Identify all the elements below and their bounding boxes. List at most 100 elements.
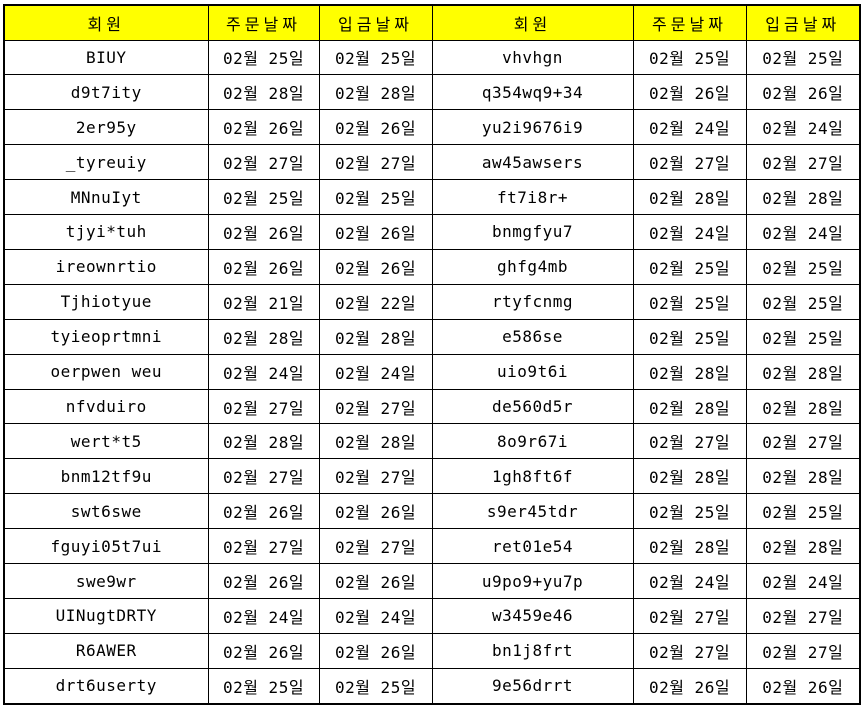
deposit-date-cell[interactable]: 02월 25일 (745, 39, 861, 76)
member-cell[interactable]: 1gh8ft6f (431, 458, 634, 495)
member-cell[interactable]: MNnuIyt (3, 179, 209, 216)
deposit-date-cell[interactable]: 02월 28일 (745, 458, 861, 495)
order-date-cell[interactable]: 02월 28일 (207, 74, 320, 111)
order-date-cell[interactable]: 02월 26일 (632, 667, 747, 705)
deposit-date-cell[interactable]: 02월 26일 (318, 632, 433, 669)
order-date-cell[interactable]: 02월 26일 (207, 563, 320, 599)
member-cell[interactable]: ret01e54 (431, 528, 634, 565)
member-cell[interactable]: bn1j8frt (431, 632, 634, 669)
header-member-left[interactable]: 회원 (3, 4, 209, 41)
deposit-date-cell[interactable]: 02월 25일 (318, 667, 433, 705)
member-cell[interactable]: BIUY (3, 39, 209, 76)
deposit-date-cell[interactable]: 02월 26일 (745, 74, 861, 111)
deposit-date-cell[interactable]: 02월 26일 (318, 493, 433, 530)
order-date-cell[interactable]: 02월 28일 (207, 318, 320, 355)
member-cell[interactable]: u9po9+yu7p (431, 563, 634, 599)
deposit-date-cell[interactable]: 02월 28일 (318, 74, 433, 111)
order-date-cell[interactable]: 02월 27일 (632, 144, 747, 181)
deposit-date-cell[interactable]: 02월 28일 (745, 388, 861, 425)
order-date-cell[interactable]: 02월 25일 (207, 667, 320, 705)
member-cell[interactable]: ghfg4mb (431, 248, 634, 285)
deposit-date-cell[interactable]: 02월 26일 (745, 667, 861, 705)
member-cell[interactable]: d9t7ity (3, 74, 209, 111)
member-cell[interactable]: wert*t5 (3, 423, 209, 460)
deposit-date-cell[interactable]: 02월 27일 (745, 423, 861, 460)
order-date-cell[interactable]: 02월 26일 (207, 632, 320, 669)
member-cell[interactable]: bnm12tf9u (3, 458, 209, 495)
member-cell[interactable]: s9er45tdr (431, 493, 634, 530)
member-cell[interactable]: fguyi05t7ui (3, 528, 209, 565)
member-cell[interactable]: 2er95y (3, 109, 209, 146)
header-order-date-left[interactable]: 주문날짜 (207, 4, 320, 41)
deposit-date-cell[interactable]: 02월 28일 (745, 353, 861, 390)
deposit-date-cell[interactable]: 02월 27일 (745, 598, 861, 634)
order-date-cell[interactable]: 02월 26일 (632, 74, 747, 111)
deposit-date-cell[interactable]: 02월 22일 (318, 283, 433, 320)
order-date-cell[interactable]: 02월 28일 (632, 179, 747, 216)
header-member-right[interactable]: 회원 (431, 4, 634, 41)
order-date-cell[interactable]: 02월 27일 (632, 423, 747, 460)
order-date-cell[interactable]: 02월 25일 (632, 283, 747, 320)
order-date-cell[interactable]: 02월 24일 (632, 109, 747, 146)
deposit-date-cell[interactable]: 02월 26일 (318, 563, 433, 599)
header-deposit-date-right[interactable]: 입금날짜 (745, 4, 861, 41)
member-cell[interactable]: nfvduiro (3, 388, 209, 425)
member-cell[interactable]: _tyreuiy (3, 144, 209, 181)
order-date-cell[interactable]: 02월 24일 (207, 353, 320, 390)
order-date-cell[interactable]: 02월 21일 (207, 283, 320, 320)
deposit-date-cell[interactable]: 02월 26일 (318, 214, 433, 250)
member-cell[interactable]: oerpwen weu (3, 353, 209, 390)
deposit-date-cell[interactable]: 02월 24일 (745, 563, 861, 599)
order-date-cell[interactable]: 02월 25일 (632, 493, 747, 530)
member-cell[interactable]: ireownrtio (3, 248, 209, 285)
member-cell[interactable]: rtyfcnmg (431, 283, 634, 320)
member-cell[interactable]: vhvhgn (431, 39, 634, 76)
deposit-date-cell[interactable]: 02월 27일 (318, 144, 433, 181)
order-date-cell[interactable]: 02월 24일 (632, 563, 747, 599)
order-date-cell[interactable]: 02월 27일 (207, 528, 320, 565)
order-date-cell[interactable]: 02월 24일 (632, 214, 747, 250)
member-cell[interactable]: UINugtDRTY (3, 598, 209, 634)
order-date-cell[interactable]: 02월 26일 (207, 248, 320, 285)
deposit-date-cell[interactable]: 02월 26일 (318, 248, 433, 285)
deposit-date-cell[interactable]: 02월 25일 (745, 248, 861, 285)
order-date-cell[interactable]: 02월 26일 (207, 214, 320, 250)
member-cell[interactable]: ft7i8r+ (431, 179, 634, 216)
order-date-cell[interactable]: 02월 25일 (207, 39, 320, 76)
order-date-cell[interactable]: 02월 24일 (207, 598, 320, 634)
deposit-date-cell[interactable]: 02월 24일 (318, 353, 433, 390)
deposit-date-cell[interactable]: 02월 24일 (745, 214, 861, 250)
order-date-cell[interactable]: 02월 28일 (207, 423, 320, 460)
order-date-cell[interactable]: 02월 27일 (632, 632, 747, 669)
order-date-cell[interactable]: 02월 26일 (207, 493, 320, 530)
order-date-cell[interactable]: 02월 27일 (207, 144, 320, 181)
deposit-date-cell[interactable]: 02월 27일 (318, 528, 433, 565)
deposit-date-cell[interactable]: 02월 25일 (318, 39, 433, 76)
order-date-cell[interactable]: 02월 27일 (207, 388, 320, 425)
deposit-date-cell[interactable]: 02월 27일 (318, 388, 433, 425)
member-cell[interactable]: Tjhiotyue (3, 283, 209, 320)
member-cell[interactable]: swe9wr (3, 563, 209, 599)
member-cell[interactable]: R6AWER (3, 632, 209, 669)
member-cell[interactable]: e586se (431, 318, 634, 355)
deposit-date-cell[interactable]: 02월 25일 (745, 318, 861, 355)
order-date-cell[interactable]: 02월 25일 (632, 248, 747, 285)
header-deposit-date-left[interactable]: 입금날짜 (318, 4, 433, 41)
member-cell[interactable]: tjyi*tuh (3, 214, 209, 250)
deposit-date-cell[interactable]: 02월 24일 (745, 109, 861, 146)
member-cell[interactable]: drt6userty (3, 667, 209, 705)
deposit-date-cell[interactable]: 02월 28일 (318, 318, 433, 355)
order-date-cell[interactable]: 02월 25일 (207, 179, 320, 216)
order-date-cell[interactable]: 02월 27일 (632, 598, 747, 634)
header-order-date-right[interactable]: 주문날짜 (632, 4, 747, 41)
member-cell[interactable]: uio9t6i (431, 353, 634, 390)
order-date-cell[interactable]: 02월 25일 (632, 318, 747, 355)
order-date-cell[interactable]: 02월 28일 (632, 388, 747, 425)
deposit-date-cell[interactable]: 02월 28일 (745, 528, 861, 565)
member-cell[interactable]: yu2i9676i9 (431, 109, 634, 146)
order-date-cell[interactable]: 02월 28일 (632, 528, 747, 565)
deposit-date-cell[interactable]: 02월 25일 (318, 179, 433, 216)
deposit-date-cell[interactable]: 02월 25일 (745, 493, 861, 530)
order-date-cell[interactable]: 02월 28일 (632, 353, 747, 390)
deposit-date-cell[interactable]: 02월 28일 (745, 179, 861, 216)
